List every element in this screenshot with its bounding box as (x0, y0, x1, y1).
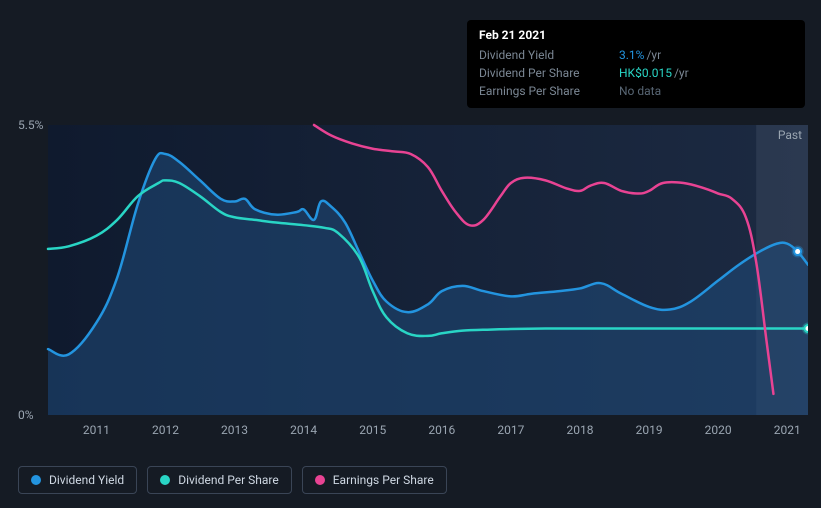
x-axis-label: 2014 (290, 423, 317, 437)
tooltip-metric-value: 3.1% (619, 48, 644, 62)
tooltip-date: Feb 21 2021 (479, 28, 793, 42)
x-axis-label: 2012 (152, 423, 179, 437)
y-axis-label: 5.5% (18, 118, 43, 132)
x-axis-label: 2011 (83, 423, 110, 437)
x-axis-label: 2015 (359, 423, 386, 437)
legend-swatch (315, 475, 325, 485)
tooltip-metric-label: Dividend Per Share (479, 66, 619, 80)
x-axis-label: 2020 (705, 423, 732, 437)
tooltip-row: Dividend Yield3.1% /yr (479, 46, 793, 64)
legend-item-dividend_per_share[interactable]: Dividend Per Share (147, 466, 292, 494)
chart-container: 5.5% 0% Past 2011 2012 2013 2014 2015 2016 2017… (18, 100, 808, 460)
tooltip-metric-unit: /yr (646, 48, 661, 62)
legend-label: Dividend Yield (49, 473, 124, 487)
legend-item-dividend_yield[interactable]: Dividend Yield (18, 466, 137, 494)
x-axis-label: 2021 (774, 423, 801, 437)
legend-label: Earnings Per Share (333, 473, 434, 487)
y-axis-label: 0% (18, 408, 34, 422)
tooltip-row: Earnings Per ShareNo data (479, 82, 793, 100)
x-axis-label: 2019 (636, 423, 663, 437)
tooltip-metric-label: Earnings Per Share (479, 84, 619, 98)
tooltip-metric-value: HK$0.015 (619, 66, 672, 80)
tooltip-row: Dividend Per ShareHK$0.015 /yr (479, 64, 793, 82)
x-axis-label: 2018 (567, 423, 594, 437)
x-axis-label: 2017 (497, 423, 524, 437)
x-axis-label: 2016 (428, 423, 455, 437)
x-axis-label: 2013 (221, 423, 248, 437)
past-label: Past (778, 128, 802, 142)
legend-item-earnings_per_share[interactable]: Earnings Per Share (302, 466, 447, 494)
tooltip-metric-unit: /yr (674, 66, 689, 80)
legend-swatch (160, 475, 170, 485)
dividend-chart[interactable]: Past (18, 100, 808, 440)
tooltip-metric-label: Dividend Yield (479, 48, 619, 62)
tooltip-metric-value: No data (619, 84, 661, 98)
legend-label: Dividend Per Share (178, 473, 279, 487)
dividend_yield-hover-marker (792, 246, 804, 258)
chart-tooltip: Feb 21 2021 Dividend Yield3.1% /yrDivide… (467, 20, 805, 108)
legend: Dividend Yield Dividend Per Share Earnings… (18, 466, 447, 494)
legend-swatch (31, 475, 41, 485)
